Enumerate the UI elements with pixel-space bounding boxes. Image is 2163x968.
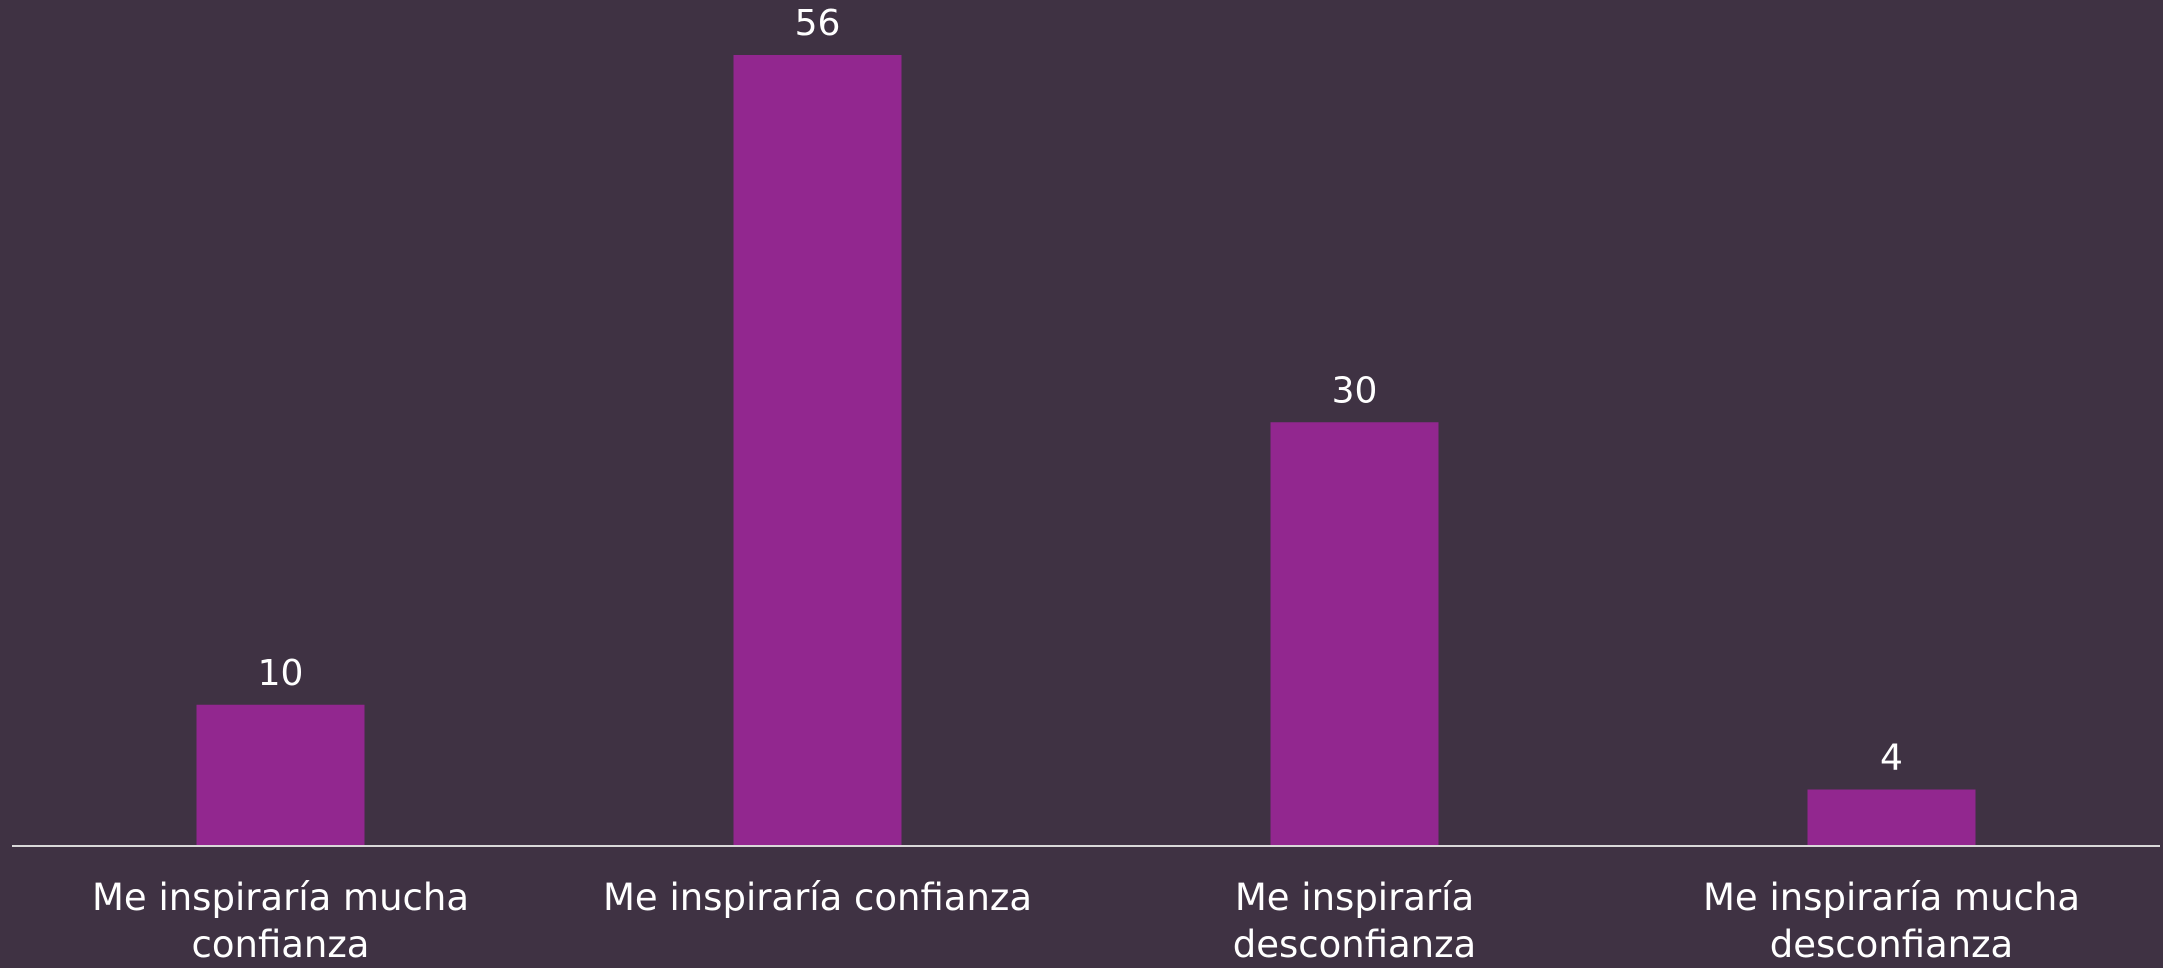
x-tick-label: Me inspiraría desconfianza xyxy=(1232,876,1477,966)
value-label: 56 xyxy=(795,3,841,44)
value-label: 10 xyxy=(258,653,304,694)
value-label: 4 xyxy=(1880,738,1903,779)
bar xyxy=(1807,789,1976,846)
x-tick-label: Me inspiraría mucha confianza xyxy=(92,876,469,966)
bar xyxy=(733,55,902,846)
bar xyxy=(1270,422,1439,846)
x-tick-label: Me inspiraría mucha desconfianza xyxy=(1703,876,2080,966)
x-tick-label: Me inspiraría confianza xyxy=(603,876,1032,919)
bar xyxy=(196,704,365,846)
value-label: 30 xyxy=(1332,370,1378,411)
